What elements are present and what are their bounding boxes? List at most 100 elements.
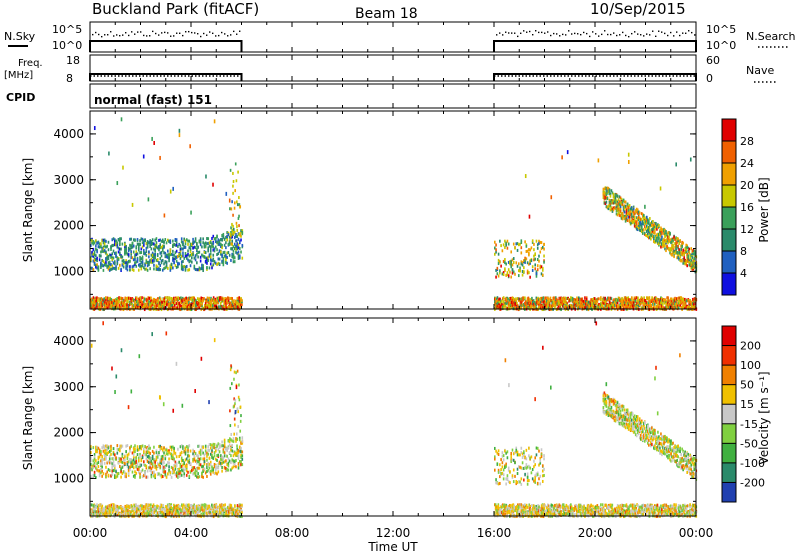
data-cell bbox=[151, 510, 154, 514]
data-cell bbox=[666, 300, 668, 304]
data-cell bbox=[98, 305, 101, 309]
data-cell bbox=[582, 303, 584, 307]
data-cell bbox=[222, 260, 225, 264]
data-cell bbox=[643, 231, 646, 235]
data-cell bbox=[675, 247, 677, 251]
data-cell bbox=[576, 296, 578, 300]
data-cell bbox=[182, 247, 184, 251]
data-cell bbox=[120, 297, 123, 301]
nsearch-point bbox=[640, 34, 642, 36]
data-cell bbox=[153, 247, 155, 251]
data-cell bbox=[199, 304, 202, 308]
data-cell bbox=[163, 213, 166, 218]
data-cell bbox=[168, 252, 170, 256]
data-cell bbox=[90, 257, 92, 261]
data-cell bbox=[636, 296, 638, 300]
data-cell bbox=[175, 255, 178, 259]
data-cell bbox=[198, 302, 201, 306]
data-cell bbox=[95, 247, 97, 251]
data-cell bbox=[148, 296, 150, 300]
data-cell bbox=[145, 253, 148, 257]
data-cell bbox=[105, 505, 107, 509]
data-cell bbox=[506, 297, 508, 301]
data-cell bbox=[126, 303, 128, 307]
data-cell bbox=[99, 301, 102, 305]
data-cell bbox=[151, 253, 154, 257]
nsearch-point bbox=[236, 33, 238, 35]
data-cell bbox=[679, 301, 682, 305]
data-cell bbox=[97, 504, 100, 508]
data-cell bbox=[130, 510, 133, 514]
data-cell bbox=[684, 299, 686, 303]
data-cell bbox=[652, 302, 654, 306]
data-cell bbox=[634, 221, 637, 225]
data-cell bbox=[115, 300, 118, 304]
data-cell bbox=[501, 305, 503, 309]
data-cell bbox=[160, 507, 163, 511]
data-cell bbox=[649, 231, 651, 235]
data-cell bbox=[650, 303, 653, 307]
data-cell bbox=[191, 306, 194, 310]
data-cell bbox=[199, 301, 202, 305]
data-cell bbox=[91, 301, 94, 305]
data-cell bbox=[170, 266, 173, 270]
data-cell bbox=[565, 301, 568, 305]
data-cell bbox=[191, 252, 193, 256]
data-cell bbox=[135, 306, 138, 310]
data-cell bbox=[236, 200, 238, 204]
data-cell bbox=[163, 303, 165, 307]
data-cell bbox=[103, 244, 106, 248]
data-cell bbox=[128, 303, 130, 307]
data-cell bbox=[600, 306, 603, 310]
data-cell bbox=[623, 296, 626, 300]
data-cell bbox=[503, 304, 506, 308]
data-cell bbox=[105, 260, 107, 264]
data-cell bbox=[630, 212, 633, 216]
data-cell bbox=[606, 303, 608, 307]
data-cell bbox=[632, 301, 635, 305]
data-cell bbox=[668, 231, 670, 235]
data-cell bbox=[516, 304, 518, 308]
data-cell bbox=[196, 303, 199, 307]
data-cell bbox=[689, 302, 691, 306]
data-cell bbox=[529, 304, 531, 308]
data-cell bbox=[207, 300, 210, 304]
data-cell bbox=[202, 513, 204, 517]
nsky-line bbox=[89, 40, 243, 52]
colorbar-segment bbox=[722, 185, 736, 208]
data-cell bbox=[233, 260, 236, 264]
data-cell bbox=[97, 505, 99, 509]
data-cell bbox=[495, 268, 497, 272]
data-cell bbox=[214, 306, 217, 310]
data-cell bbox=[548, 304, 551, 308]
data-cell bbox=[592, 301, 594, 305]
data-cell bbox=[93, 261, 96, 265]
data-cell bbox=[112, 256, 115, 260]
data-cell bbox=[653, 236, 655, 240]
data-cell bbox=[585, 297, 588, 301]
data-cell bbox=[561, 155, 563, 160]
nsky-line bbox=[493, 40, 697, 52]
data-cell bbox=[626, 299, 629, 303]
data-cell bbox=[505, 299, 508, 303]
data-cell bbox=[665, 249, 667, 253]
data-cell bbox=[135, 245, 138, 249]
data-cell bbox=[105, 296, 107, 300]
nsearch-point bbox=[589, 35, 591, 38]
nsearch-point bbox=[523, 30, 525, 32]
data-cell bbox=[675, 300, 677, 304]
data-cell bbox=[234, 303, 236, 307]
data-cell bbox=[502, 306, 505, 310]
data-cell bbox=[116, 256, 119, 260]
data-cell bbox=[108, 300, 111, 304]
data-cell bbox=[496, 305, 499, 309]
data-cell bbox=[664, 228, 666, 232]
data-cell bbox=[532, 302, 535, 306]
data-cell bbox=[107, 504, 110, 508]
data-cell bbox=[180, 240, 183, 244]
data-cell bbox=[121, 297, 124, 301]
data-cell bbox=[152, 299, 155, 303]
data-cell bbox=[193, 510, 195, 514]
data-cell bbox=[156, 267, 159, 271]
data-cell bbox=[655, 222, 657, 226]
